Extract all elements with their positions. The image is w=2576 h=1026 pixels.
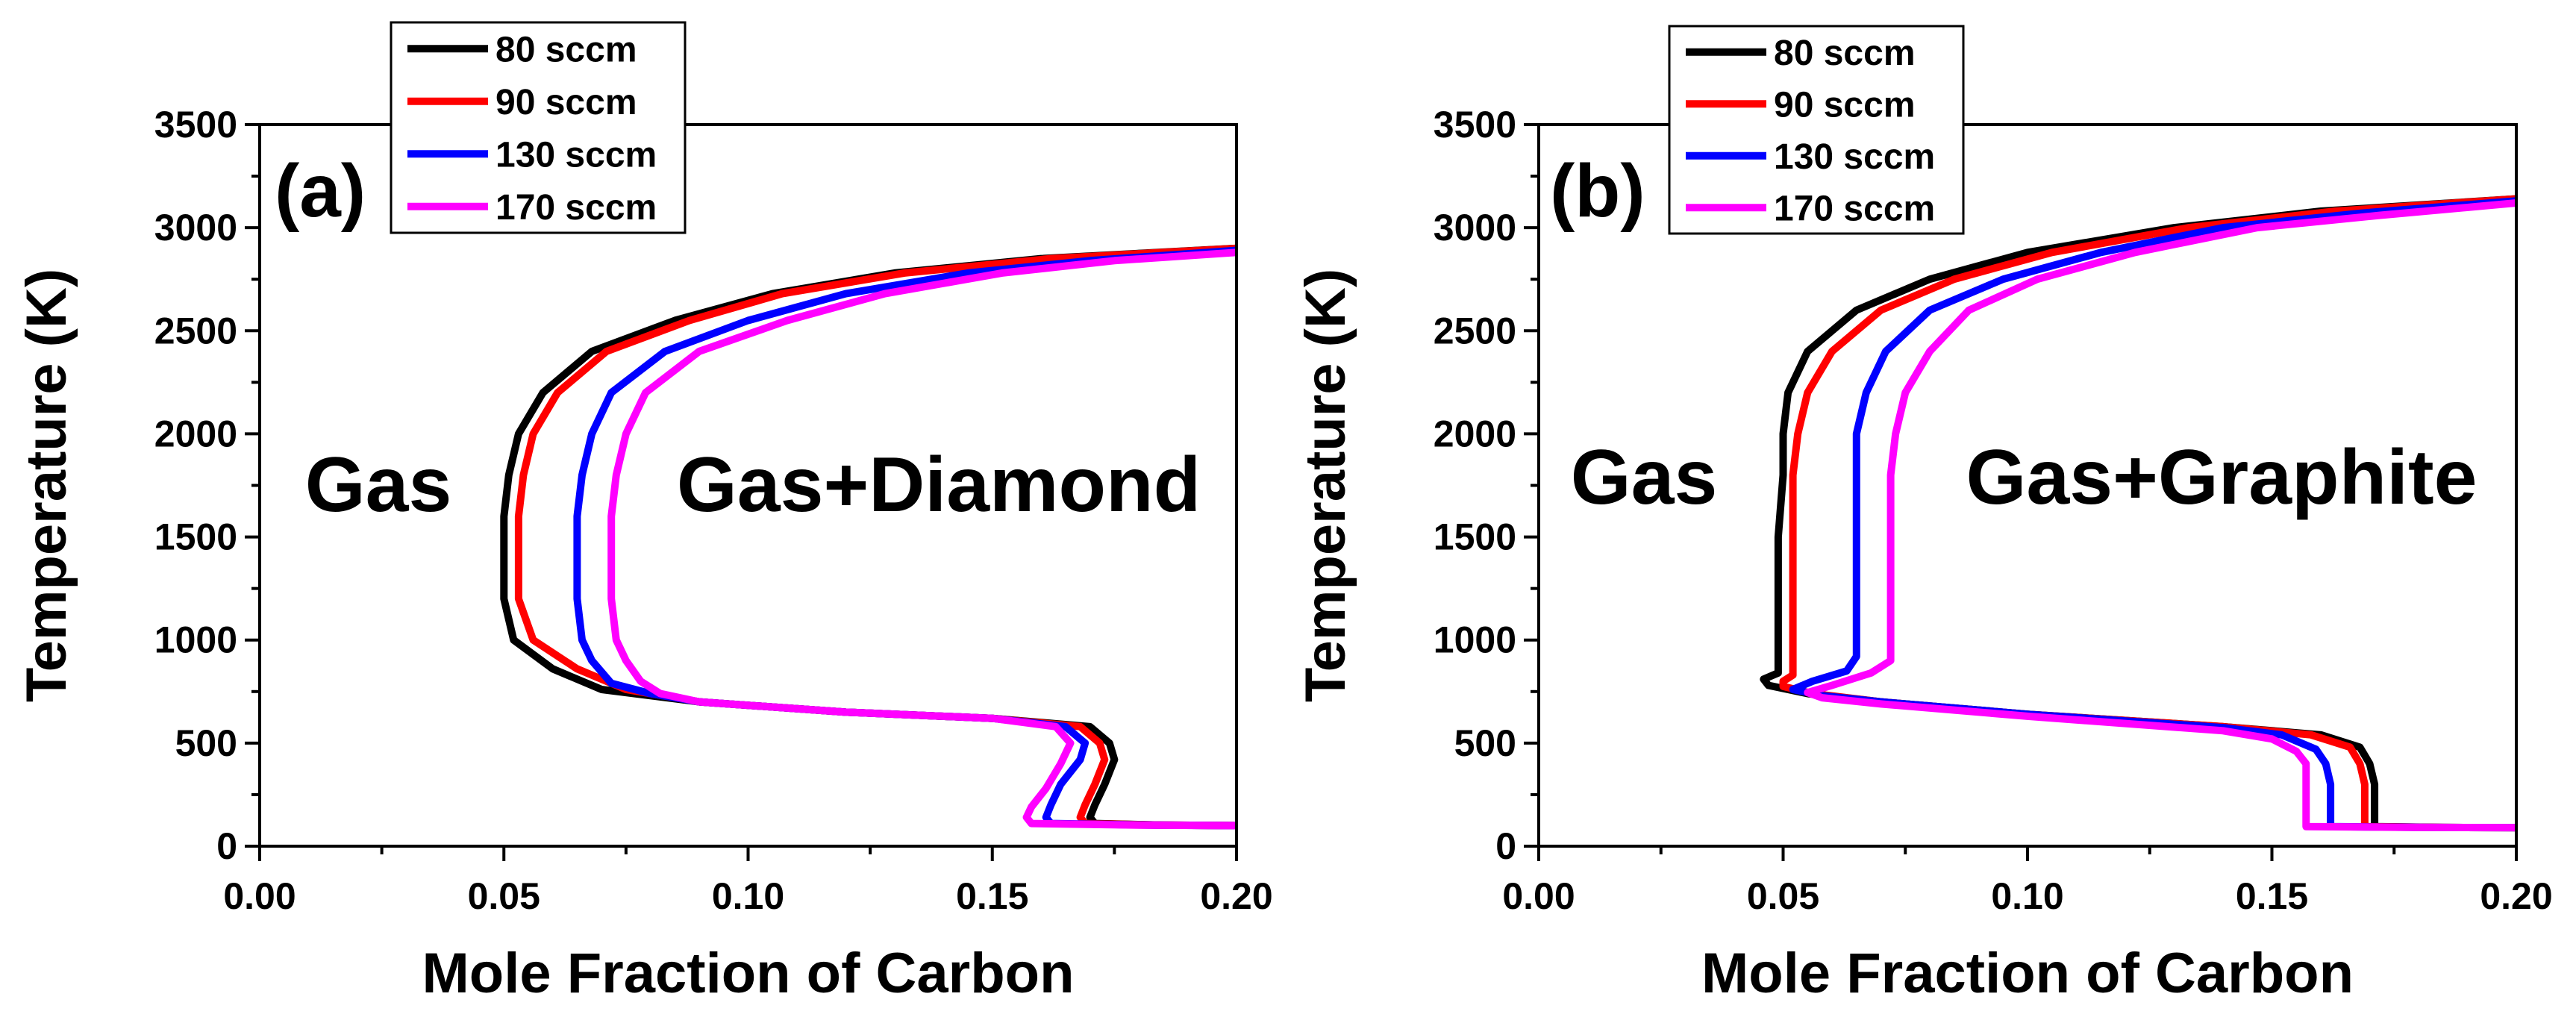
y-tick-label: 3000 — [1434, 207, 1516, 248]
region-label-mixture: Gas+Graphite — [1966, 434, 2477, 521]
x-tick-label: 0.15 — [956, 875, 1028, 917]
y-axis-title: Temperature (K) — [15, 269, 78, 702]
x-tick-label: 0.05 — [1747, 875, 1819, 917]
plot-area — [1760, 195, 2516, 832]
series-line-90-sccm — [514, 244, 1237, 830]
y-tick-label: 2500 — [1434, 310, 1516, 351]
legend-box — [1668, 25, 1965, 235]
y-tick-label: 0 — [216, 825, 237, 867]
x-tick-label: 0.10 — [1991, 875, 2063, 917]
x-tick-label: 0.20 — [2480, 875, 2552, 917]
legend-label: 170 sccm — [495, 188, 657, 228]
series-line-80-sccm — [1760, 195, 2516, 832]
x-tick-label: 0.00 — [1502, 875, 1575, 917]
chart-panel-a: 0.00 0.05 0.10 0.15 0.20 0 500 1000 1500 2000 2500… — [15, 21, 1273, 1005]
x-tick-label: 0.20 — [1200, 875, 1272, 917]
series-line-130-sccm — [573, 246, 1237, 830]
legend-label: 80 sccm — [495, 30, 637, 69]
y-tick-label: 1500 — [1434, 516, 1516, 558]
y-tick-label: 2000 — [154, 413, 237, 454]
region-label-gas: Gas — [305, 442, 452, 528]
y-tick-label: 1000 — [1434, 619, 1516, 661]
x-tick-label: 0.00 — [223, 875, 296, 917]
series-line-80-sccm — [500, 244, 1237, 830]
series-line-170-sccm — [1804, 199, 2516, 832]
region-label-gas: Gas — [1571, 434, 1718, 521]
y-tick-label: 500 — [175, 722, 237, 764]
series-line-170-sccm — [607, 248, 1237, 830]
legend: 80 sccm 90 sccm 130 sccm 170 sccm — [390, 21, 687, 234]
legend-label: 90 sccm — [495, 83, 637, 122]
x-tick-label: 0.05 — [468, 875, 540, 917]
y-tick-label: 0 — [1495, 825, 1516, 867]
legend: 80 sccm 90 sccm 130 sccm 170 sccm — [1668, 25, 1965, 235]
y-tick-label: 3000 — [154, 207, 237, 248]
y-tick-label: 1500 — [154, 516, 237, 558]
legend-label: 90 sccm — [1774, 85, 1916, 125]
y-tick-label: 500 — [1454, 722, 1516, 764]
legend-label: 80 sccm — [1774, 34, 1916, 73]
legend-label: 170 sccm — [1774, 189, 1935, 228]
legend-box — [390, 21, 687, 234]
x-axis-title: Mole Fraction of Carbon — [422, 942, 1075, 1005]
y-tick-label: 2500 — [154, 310, 237, 351]
chart-panel-b: 0.00 0.05 0.10 0.15 0.20 0 500 1000 1500 2000 2500… — [1294, 25, 2553, 1005]
plot-area — [500, 244, 1237, 830]
panel-label: (b) — [1550, 149, 1645, 233]
series-line-130-sccm — [1789, 197, 2516, 832]
x-axis-title: Mole Fraction of Carbon — [1701, 942, 2354, 1005]
y-tick-label: 1000 — [154, 619, 237, 661]
y-axis-title: Temperature (K) — [1294, 269, 1357, 702]
legend-label: 130 sccm — [495, 135, 657, 175]
y-tick-label: 3500 — [1434, 104, 1516, 146]
region-label-mixture: Gas+Diamond — [677, 442, 1201, 528]
y-tick-label: 2000 — [1434, 413, 1516, 454]
y-tick-label: 3500 — [154, 104, 237, 146]
series-line-90-sccm — [1779, 195, 2516, 832]
panel-label: (a) — [275, 149, 366, 233]
x-tick-label: 0.10 — [712, 875, 784, 917]
legend-label: 130 sccm — [1774, 137, 1935, 177]
x-tick-label: 0.15 — [2236, 875, 2308, 917]
